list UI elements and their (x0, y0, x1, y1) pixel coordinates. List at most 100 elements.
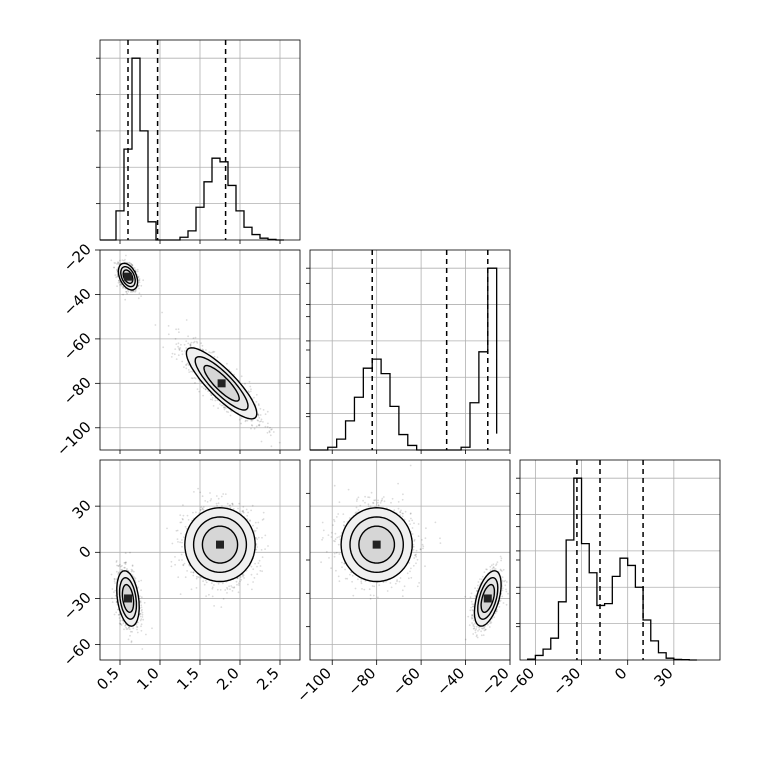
joint-0-2-point (257, 522, 259, 524)
joint-0-2-point (222, 583, 224, 585)
joint-0-2-point (261, 570, 263, 572)
joint-0-1-point (251, 424, 253, 426)
joint-0-1-point (179, 349, 181, 351)
joint-0-1-point (195, 378, 197, 380)
joint-1-2-point (336, 552, 338, 554)
joint-0-2-point (251, 566, 253, 568)
joint-0-2-point (142, 612, 144, 614)
joint-0-1-point (174, 348, 176, 350)
joint-0-1-point (174, 353, 176, 355)
joint-0-2-point (233, 587, 235, 589)
joint-0-1-point (225, 407, 227, 409)
joint-0-2-point (141, 596, 143, 598)
joint-0-1-point (116, 285, 118, 287)
joint-1-2-point (373, 586, 375, 588)
joint-0-2-point (140, 625, 142, 627)
joint-0-2-point (222, 493, 224, 495)
joint-0-1-point (130, 263, 132, 265)
joint-0-1-point (118, 280, 120, 282)
joint-0-1-point (205, 388, 207, 390)
joint-0-2-peak-0 (124, 594, 132, 602)
joint-0-2-point (221, 496, 223, 498)
joint-0-2-point (210, 500, 212, 502)
joint-0-2-point (246, 515, 248, 517)
joint-0-1-point (253, 397, 255, 399)
joint-0-2-point (218, 583, 220, 585)
joint-0-2-point (192, 512, 194, 514)
joint-0-1-point (198, 391, 200, 393)
joint-0-2-point (252, 581, 254, 583)
joint-0-1-point (256, 401, 258, 403)
joint-0-2-point (242, 506, 244, 508)
joint-0-2-point (264, 535, 266, 537)
joint-0-1-point (267, 426, 269, 428)
joint-0-1-point (175, 338, 177, 340)
joint-0-2-point (131, 641, 133, 643)
joint-0-2-point (181, 542, 183, 544)
joint-0-1-point (178, 354, 180, 356)
joint-0-1-point (210, 399, 212, 401)
joint-0-2-point (126, 628, 128, 630)
joint-0-2-point (221, 505, 223, 507)
joint-0-2-point (124, 562, 126, 564)
joint-0-1-point (196, 341, 198, 343)
joint-0-2-point (117, 565, 119, 567)
joint-0-2-point (254, 563, 256, 565)
joint-0-2-point (114, 590, 116, 592)
joint-1-2-point (371, 492, 373, 494)
joint-0-1-point (211, 394, 213, 396)
joint-0-2-point (242, 510, 244, 512)
joint-0-2-point (207, 501, 209, 503)
joint-0-1-point (190, 371, 192, 373)
joint-0-2-point (117, 609, 119, 611)
joint-1-2-point (417, 559, 419, 561)
joint-0-1-point (162, 346, 164, 348)
joint-0-1-point (185, 340, 187, 342)
joint-0-1-point (240, 423, 242, 425)
joint-0-2-point (114, 580, 116, 582)
joint-0-2-point (204, 584, 206, 586)
joint-0-2-point (255, 522, 257, 524)
joint-0-2-point (177, 538, 179, 540)
joint-0-2-point (178, 559, 180, 561)
joint-0-1-point (201, 386, 203, 388)
joint-0-1-point (185, 347, 187, 349)
joint-0-2-point (171, 566, 173, 568)
joint-0-2-point (183, 564, 185, 566)
joint-0-2-point (196, 578, 198, 580)
joint-0-2-point (255, 530, 257, 532)
joint-0-2-point (121, 569, 123, 571)
joint-0-1-point (180, 344, 182, 346)
joint-0-1-point (222, 405, 224, 407)
joint-0-1-point (117, 261, 119, 263)
joint-0-1-point (113, 267, 115, 269)
joint-0-2-point (260, 565, 262, 567)
joint-0-2-point (125, 627, 127, 629)
joint-0-1-point (212, 352, 214, 354)
joint-0-2-point (190, 571, 192, 573)
joint-1-2-point (368, 505, 370, 507)
joint-0-2-point (218, 502, 220, 504)
joint-0-2-point (224, 589, 226, 591)
joint-0-2-point (135, 577, 137, 579)
joint-0-2-point (123, 628, 125, 630)
joint-0-1-point (182, 353, 184, 355)
joint-0-2-point (140, 620, 142, 622)
joint-0-2-point (142, 614, 144, 616)
joint-0-1-point (258, 424, 260, 426)
joint-0-2-point (128, 639, 130, 641)
joint-0-2-point (142, 619, 144, 621)
joint-0-1-point (263, 409, 265, 411)
joint-0-2-point (240, 576, 242, 578)
hist-0 (96, 40, 300, 240)
joint-1-2 (310, 460, 510, 660)
joint-0-1-point (205, 349, 207, 351)
joint-0-2-point (137, 626, 139, 628)
joint-0-2-point (140, 600, 142, 602)
joint-0-1-point (155, 324, 157, 326)
joint-0-1-point (256, 426, 258, 428)
joint-0-2-point (238, 584, 240, 586)
joint-0-2-point (191, 588, 193, 590)
